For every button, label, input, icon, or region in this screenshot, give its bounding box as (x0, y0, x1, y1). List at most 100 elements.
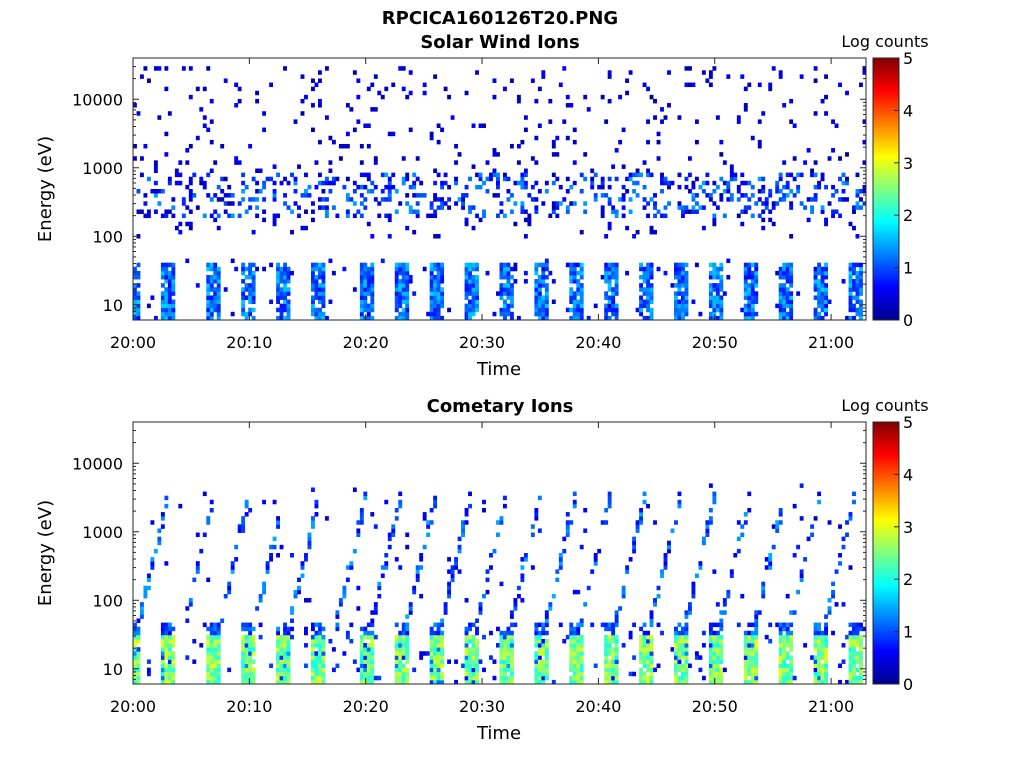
spectrogram-cell (436, 295, 441, 300)
spectrogram-cell (565, 189, 570, 194)
spectrogram-cell (534, 135, 539, 141)
spectrogram-cell (649, 663, 654, 669)
spectrogram-cell (272, 536, 277, 542)
spectrogram-cell (632, 671, 637, 677)
spectrogram-cell (318, 291, 322, 296)
spectrogram-cell (712, 643, 717, 648)
spectrogram-plot-area[interactable] (133, 66, 867, 321)
spectrogram-cell (747, 647, 752, 652)
spectrogram-cell (715, 655, 720, 660)
spectrogram-cell (436, 638, 441, 644)
spectrogram-cell (733, 176, 738, 182)
y-tick-label: 10 (103, 296, 123, 315)
spectrogram-cell (635, 524, 640, 529)
spectrogram-cell (304, 225, 308, 231)
spectrogram-cell (859, 663, 863, 669)
spectrogram-cell (604, 193, 609, 198)
spectrogram-cell (810, 655, 815, 660)
spectrogram-cell (544, 671, 549, 677)
spectrogram-cell (370, 512, 375, 517)
spectrogram-cell (440, 287, 445, 292)
spectrogram-cell (335, 622, 340, 628)
spectrogram-cell (782, 283, 787, 288)
spectrogram-cell (569, 274, 574, 280)
spectrogram-cell (164, 86, 169, 92)
spectrogram-cell (701, 643, 706, 648)
spectrogram-cell (415, 573, 420, 578)
spectrogram-cell (373, 156, 378, 161)
spectrogram-cell (398, 315, 403, 321)
spectrogram-cell (579, 663, 584, 669)
spectrogram-cell (352, 287, 357, 292)
spectrogram-cell (146, 209, 151, 214)
spectrogram-cell (485, 176, 490, 182)
spectrogram-cell (209, 274, 214, 280)
spectrogram-cell (133, 274, 137, 280)
x-tick-label: 20:00 (110, 697, 156, 716)
spectrogram-cell (433, 193, 438, 198)
spectrogram-cell (133, 643, 137, 648)
spectrogram-cell (318, 295, 322, 300)
spectrogram-cell (286, 626, 291, 632)
spectrogram-cell (520, 184, 525, 190)
spectrogram-cell (136, 307, 141, 313)
spectrogram-cell (799, 573, 804, 578)
spectrogram-cell (820, 205, 825, 210)
spectrogram-cell (604, 638, 609, 644)
spectrogram-cell (569, 270, 574, 276)
spectrogram-cell (241, 651, 246, 656)
spectrogram-cell (684, 675, 689, 681)
spectrogram-cell (604, 279, 609, 284)
spectrogram-cell (660, 107, 664, 112)
spectrogram-cell (817, 270, 822, 276)
spectrogram-cell (394, 295, 399, 300)
spectrogram-plot-area[interactable] (133, 483, 867, 685)
spectrogram-cell (548, 606, 553, 611)
spectrogram-cell (813, 638, 818, 644)
spectrogram-cell (785, 675, 790, 681)
spectrogram-cell (311, 279, 315, 284)
spectrogram-cell (241, 524, 246, 529)
spectrogram-cell (248, 647, 253, 652)
spectrogram-cell (471, 311, 476, 317)
spectrogram-cell (537, 659, 542, 664)
spectrogram-cell (391, 184, 396, 190)
spectrogram-cell (778, 655, 783, 660)
spectrogram-cell (338, 598, 343, 603)
spectrogram-cell (502, 299, 507, 305)
spectrogram-cell (646, 291, 650, 296)
spectrogram-cell (283, 671, 287, 677)
spectrogram-cell (611, 659, 616, 664)
spectrogram-cell (359, 287, 364, 292)
spectrogram-cell (405, 283, 410, 288)
spectrogram-cell (831, 193, 835, 198)
spectrogram-cell (743, 180, 748, 186)
spectrogram-cell (401, 663, 406, 669)
spectrogram-cell (492, 78, 497, 83)
spectrogram-cell (544, 287, 549, 292)
spectrogram-cell (768, 82, 773, 88)
spectrogram-cell (318, 262, 322, 268)
spectrogram-cell (792, 176, 797, 182)
spectrogram-cell (649, 266, 654, 272)
spectrogram-cell (576, 651, 581, 656)
spectrogram-cell (136, 679, 141, 685)
spectrogram-cell (244, 184, 249, 190)
spectrogram-cell (311, 671, 315, 677)
spectrogram-cell (174, 172, 179, 178)
spectrogram-cell (160, 315, 165, 321)
spectrogram-cell (471, 634, 476, 640)
spectrogram-cell (761, 589, 766, 595)
spectrogram-cell (509, 266, 514, 272)
spectrogram-cell (164, 311, 169, 317)
spectrogram-cell (314, 655, 319, 660)
spectrogram-cell (817, 655, 822, 660)
spectrogram-cell (824, 626, 828, 632)
spectrogram-cell (855, 283, 860, 288)
spectrogram-cell (649, 622, 654, 628)
spectrogram-cell (834, 569, 839, 574)
spectrogram-cell (499, 659, 504, 664)
spectrogram-cell (656, 266, 661, 272)
spectrogram-cell (848, 295, 853, 300)
spectrogram-cell (468, 634, 472, 640)
